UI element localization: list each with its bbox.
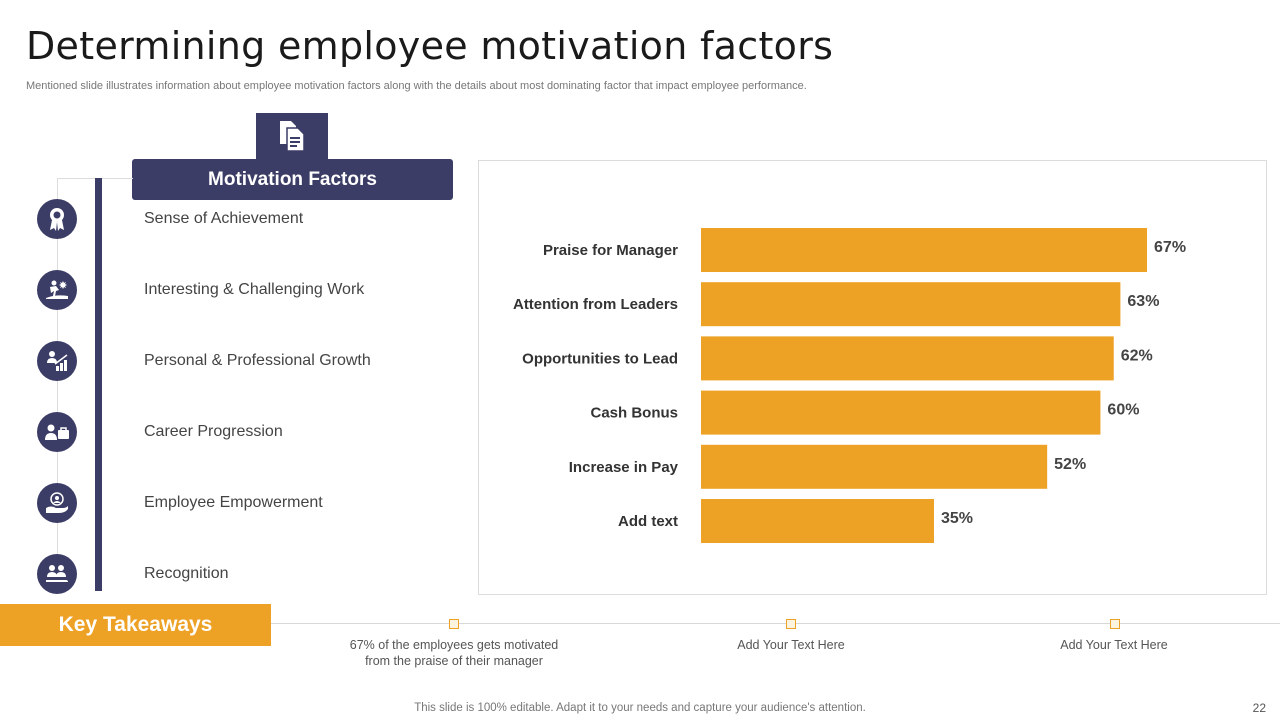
bar-attention-from-leaders	[701, 282, 1121, 327]
takeaway-marker	[449, 619, 459, 629]
takeaway-marker	[1110, 619, 1120, 629]
connector-line-vertical	[57, 178, 58, 590]
key-takeaways-label: Key Takeaways	[0, 604, 271, 646]
takeaway-text-1: 67% of the employees gets motivated from…	[304, 637, 604, 669]
category-label: Praise for Manager	[543, 242, 678, 259]
award-ribbon-icon	[37, 199, 77, 239]
bar-add-text	[701, 499, 934, 543]
category-label: Add text	[618, 513, 678, 530]
factor-label: Recognition	[144, 565, 229, 582]
bar-increase-in-pay	[701, 444, 1048, 489]
takeaway-line: 67% of the employees gets motivated	[349, 638, 559, 652]
team-recognition-icon	[37, 554, 77, 594]
person-briefcase-icon	[37, 412, 77, 452]
value-label: 62%	[1121, 347, 1153, 364]
bar-cash-bonus	[701, 390, 1101, 435]
documents-icon-box	[256, 113, 328, 159]
value-label: 67%	[1154, 239, 1186, 256]
factor-label: Employee Empowerment	[144, 494, 323, 511]
takeaway-marker	[786, 619, 796, 629]
value-label: 52%	[1054, 456, 1086, 473]
value-label: 35%	[941, 510, 973, 527]
slide-subtitle: Mentioned slide illustrates information …	[26, 80, 807, 92]
takeaway-text-3: Add Your Text Here	[964, 637, 1264, 653]
factor-label: Personal & Professional Growth	[144, 352, 371, 369]
hand-team-icon	[37, 483, 77, 523]
value-label: 60%	[1107, 402, 1139, 419]
motivation-factors-header: Motivation Factors	[132, 159, 453, 200]
climbing-person-icon	[37, 270, 77, 310]
bar-praise-for-manager	[701, 228, 1148, 272]
takeaway-line: Add Your Text Here	[1060, 638, 1168, 652]
takeaway-line: from the praise of their manager	[365, 654, 543, 668]
factor-label: Career Progression	[144, 423, 283, 440]
slide-title: Determining employee motivation factors	[26, 24, 834, 68]
takeaways-divider	[271, 623, 1280, 624]
factor-label: Sense of Achievement	[144, 210, 304, 227]
documents-icon	[280, 121, 305, 152]
bar-opportunities-to-lead	[701, 336, 1114, 381]
factor-label: Interesting & Challenging Work	[144, 281, 365, 298]
growth-chart-person-icon	[37, 341, 77, 381]
bar-chart-panel: Praise for Manager 67% Attention from Lead…	[478, 160, 1267, 595]
page-number: 22	[1252, 701, 1266, 715]
category-label: Opportunities to Lead	[522, 350, 678, 367]
takeaway-text-2: Add Your Text Here	[641, 637, 941, 653]
category-label: Attention from Leaders	[513, 296, 678, 313]
category-label: Increase in Pay	[569, 459, 679, 476]
value-label: 63%	[1127, 293, 1159, 310]
motivation-bar-chart: Praise for Manager 67% Attention from Lead…	[513, 228, 1186, 543]
category-label: Cash Bonus	[590, 405, 678, 422]
timeline-bar	[95, 178, 102, 591]
footer-note: This slide is 100% editable. Adapt it to…	[414, 702, 866, 714]
takeaway-line: Add Your Text Here	[737, 638, 845, 652]
